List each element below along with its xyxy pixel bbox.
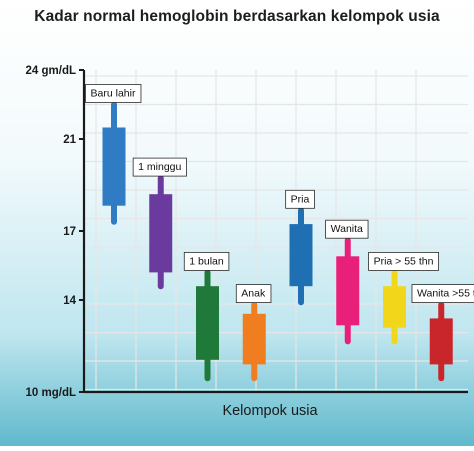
category-label: 1 bulan [189, 255, 224, 267]
category-label-box [235, 284, 272, 304]
y-tick-label: 21 [63, 134, 76, 146]
category-label: Pria > 55 thn [374, 255, 434, 267]
candle-body [149, 194, 173, 273]
category-label: Wanita >55 thn [417, 288, 474, 300]
category-label: Anak [241, 288, 266, 300]
y-tick-label: 17 [63, 226, 76, 238]
candle-body [196, 286, 219, 360]
candle-body [289, 224, 313, 287]
candle-body [383, 286, 406, 328]
chart-title: Kadar normal hemoglobin berdasarkan kelo… [34, 8, 440, 25]
category-label-box [183, 251, 230, 271]
y-tick-label: 14 [63, 295, 76, 307]
category-label-box [132, 157, 187, 177]
category-label-box [411, 284, 474, 304]
candle-body [429, 318, 453, 365]
category-label: Wanita [331, 223, 363, 235]
y-tick-label: 24 gm/dL [26, 65, 76, 77]
category-label-box [285, 189, 315, 209]
category-label: Baru lahir [91, 88, 136, 100]
category-label: 1 minggu [138, 161, 181, 173]
category-label: Pria [291, 193, 310, 205]
category-label-box [85, 84, 142, 103]
category-label-box [325, 219, 369, 239]
candle-body [102, 127, 126, 206]
candle-body [336, 256, 360, 326]
candle-body [242, 313, 266, 365]
category-label-box [368, 251, 439, 271]
x-axis-label: Kelompok usia [222, 403, 318, 419]
y-tick-label: 10 mg/dL [26, 387, 76, 399]
